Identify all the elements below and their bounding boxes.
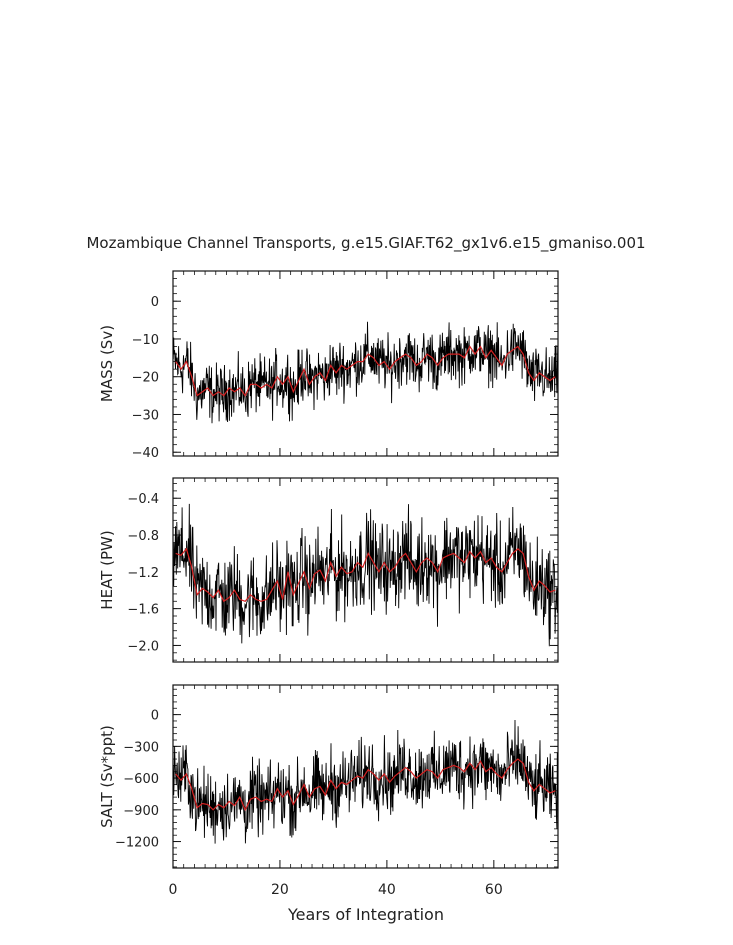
x-tick-label: 20 xyxy=(271,882,289,898)
y-tick-label: −0.8 xyxy=(127,529,159,544)
y-tick-label: 0 xyxy=(151,295,159,310)
y-tick-label: −600 xyxy=(123,772,159,787)
panel-3: 0 −300 −600 −900 −1200 SALT (Sv*ppt) xyxy=(98,684,559,869)
panel-2: −0.4 −0.8 −1.2 −1.6 −2.0 HEAT (PW) xyxy=(98,477,559,663)
monthly-series xyxy=(173,503,558,647)
x-tick-label: 40 xyxy=(378,882,396,898)
panels: 0 −10 −20 −30 −40 MASS (Sv) −0.4 −0.8 −1.2 −1.6 −2… xyxy=(98,270,559,898)
y-tick-label: −20 xyxy=(132,371,159,386)
y-axis-label: HEAT (PW) xyxy=(98,530,116,609)
y-tick-label: −1.6 xyxy=(127,603,159,618)
chart-title: Mozambique Channel Transports, g.e15.GIA… xyxy=(86,234,645,253)
x-tick-label: 0 xyxy=(169,882,178,898)
y-tick-label: −40 xyxy=(132,446,159,461)
y-tick-label: 0 xyxy=(151,709,159,724)
x-tick-label: 60 xyxy=(485,882,503,898)
monthly-series xyxy=(173,719,558,844)
y-tick-label: −10 xyxy=(132,333,159,348)
x-axis-label: Years of Integration xyxy=(287,905,444,924)
y-tick-label: −0.4 xyxy=(127,492,159,507)
y-tick-label: −300 xyxy=(123,740,159,755)
y-tick-label: −900 xyxy=(123,804,159,819)
y-tick-label: −30 xyxy=(132,408,159,423)
y-axis-label: SALT (Sv*ppt) xyxy=(98,725,116,828)
y-axis-label: MASS (Sv) xyxy=(98,325,116,402)
annual-mean-series xyxy=(175,758,556,812)
panel-1: 0 −10 −20 −30 −40 MASS (Sv) xyxy=(98,270,559,461)
y-tick-label: −2.0 xyxy=(127,639,159,654)
y-tick-label: −1.2 xyxy=(127,566,159,581)
annual-mean-series xyxy=(175,345,556,397)
y-tick-label: −1200 xyxy=(115,836,159,851)
monthly-series xyxy=(173,321,558,424)
annual-mean-series xyxy=(175,547,556,603)
